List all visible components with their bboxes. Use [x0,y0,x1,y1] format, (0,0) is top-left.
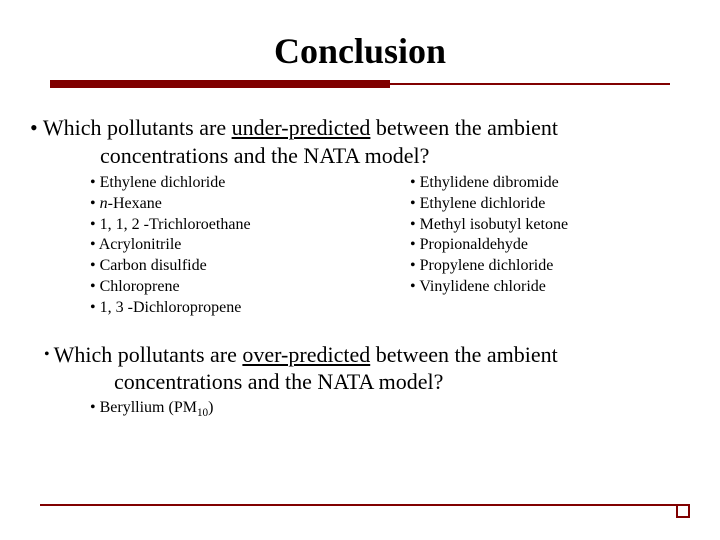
list-item: • Carbon disulfide [90,256,370,277]
q1-after: between the ambient [370,115,558,140]
list-item: • Beryllium (PM10) [90,398,690,421]
question-under-predicted: • Which pollutants are under-predicted b… [30,114,690,169]
q2-line2: concentrations and the NATA model? [114,368,690,396]
footer-rule [40,504,680,506]
list-item: • Ethylidene dibromide [410,173,690,194]
list-item: • Vinylidene chloride [410,277,690,298]
list-item: • Ethylene dichloride [410,194,690,215]
q2-underlined: over-predicted [242,342,370,367]
question-over-predicted: •Which pollutants are over-predicted bet… [44,341,690,396]
bullet-icon: • [44,346,50,363]
title-rule-thin [50,83,670,85]
slide-title: Conclusion [30,30,690,72]
corner-marker-icon [676,504,690,518]
slide: Conclusion • Which pollutants are under-… [0,0,720,540]
section-over-predicted: •Which pollutants are over-predicted bet… [30,341,690,421]
list-item: • Acrylonitrile [90,235,370,256]
under-predicted-right-col: • Ethylidene dibromide • Ethylene dichlo… [410,173,690,319]
list-item: • Methyl isobutyl ketone [410,215,690,236]
under-predicted-columns: • Ethylene dichloride • n-Hexane • 1, 1,… [90,173,690,319]
list-item: • Propylene dichloride [410,256,690,277]
q1-before: Which pollutants are [43,115,232,140]
q2-before: Which pollutants are [54,342,243,367]
q1-line2: concentrations and the NATA model? [100,142,690,170]
list-item: • Chloroprene [90,277,370,298]
content-area: • Which pollutants are under-predicted b… [30,114,690,420]
list-item: • 1, 1, 2 -Trichloroethane [90,215,370,236]
list-item: • n-Hexane [90,194,370,215]
list-item: • Propionaldehyde [410,235,690,256]
list-item: • Ethylene dichloride [90,173,370,194]
list-item: • 1, 3 -Dichloropropene [90,298,370,319]
over-predicted-list: • Beryllium (PM10) [90,398,690,421]
under-predicted-left-col: • Ethylene dichloride • n-Hexane • 1, 1,… [90,173,370,319]
q1-underlined: under-predicted [232,115,371,140]
q2-after: between the ambient [370,342,558,367]
